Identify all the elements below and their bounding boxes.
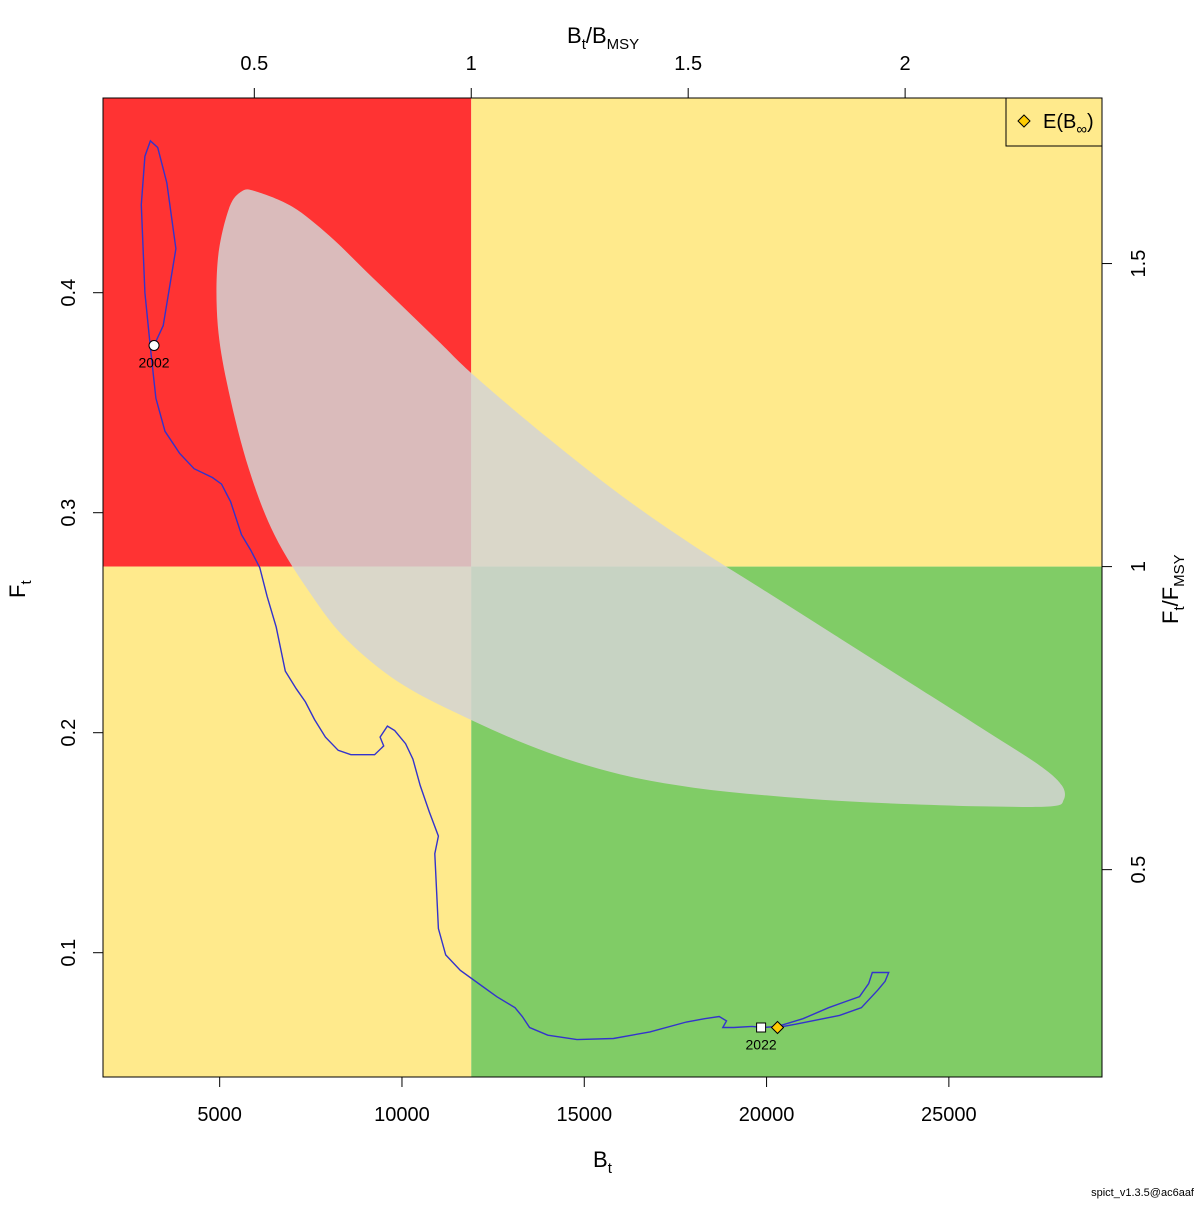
y-axis-title: Ft	[5, 580, 35, 598]
y-axis-right: 0.5 1 1.5	[1102, 250, 1150, 884]
end-year-marker-label: 2022	[746, 1037, 777, 1053]
x-tick-label: 25000	[921, 1104, 977, 1126]
marker-layer: 2002 2022	[138, 340, 785, 1053]
y-axis-left: 0.1 0.2 0.3 0.4	[58, 279, 103, 967]
x-top-tick-label: 0.5	[240, 53, 268, 75]
x-top-axis-title: Bt/BMSY	[567, 23, 639, 53]
y-tick-label: 0.4	[58, 279, 80, 307]
biomass-fishing-trajectory	[140, 139, 890, 1041]
legend: E(B∞)	[1005, 97, 1103, 147]
y-right-tick-label: 1	[1128, 561, 1150, 572]
end-year-marker	[756, 1022, 767, 1033]
plot-area: 2002 2022	[103, 98, 1102, 1077]
x-tick-label: 10000	[374, 1104, 430, 1126]
start-year-marker-label: 2002	[138, 355, 169, 371]
x-tick-label: 20000	[739, 1104, 795, 1126]
x-axis-top: 0.5 1 1.5 2	[240, 53, 911, 98]
legend-diamond-icon	[1017, 114, 1031, 128]
start-year-marker	[148, 340, 160, 351]
x-tick-label: 5000	[197, 1104, 242, 1126]
x-top-tick-label: 2	[900, 53, 911, 75]
y-tick-label: 0.1	[58, 939, 80, 967]
y-tick-label: 0.3	[58, 499, 80, 527]
y-right-axis-title: Ft/FMSY	[1158, 554, 1188, 624]
equilibrium-marker	[770, 1020, 785, 1035]
plot-frame	[102, 97, 1103, 1078]
version-footer: spict_v1.3.5@ac6aaf	[1091, 1187, 1195, 1199]
y-tick-label: 0.2	[58, 719, 80, 747]
confidence-region	[216, 189, 1065, 807]
x-tick-label: 15000	[556, 1104, 612, 1126]
y-right-tick-label: 0.5	[1128, 856, 1150, 884]
x-top-tick-label: 1	[466, 53, 477, 75]
legend-box	[1005, 97, 1103, 147]
y-right-tick-label: 1.5	[1128, 250, 1150, 278]
x-top-tick-label: 1.5	[674, 53, 702, 75]
legend-label: E(B∞)	[1043, 111, 1094, 138]
x-axis-title: Bt	[593, 1147, 613, 1177]
x-axis-bottom: 5000 10000 15000 20000 25000	[197, 1077, 977, 1126]
